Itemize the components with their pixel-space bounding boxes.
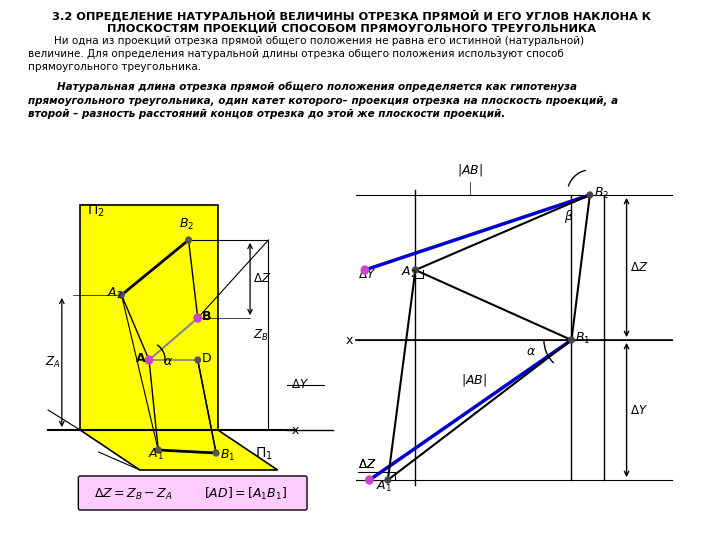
Text: D: D [202,352,211,365]
Text: $\Pi_1$: $\Pi_1$ [255,446,272,462]
Polygon shape [80,205,218,430]
Circle shape [195,357,200,363]
Text: $Z_A$: $Z_A$ [45,355,60,370]
Text: $\Delta Z$: $\Delta Z$ [253,273,271,286]
Text: $|AB|$: $|AB|$ [457,162,483,178]
Text: $B_1$: $B_1$ [220,448,235,463]
Circle shape [186,237,192,243]
Circle shape [366,476,373,484]
Text: $A_2$: $A_2$ [107,286,122,301]
Text: $Z_B$: $Z_B$ [253,328,269,343]
Text: $\Delta Y$: $\Delta Y$ [292,379,310,392]
Text: x: x [292,423,299,436]
Text: $B_1$: $B_1$ [575,330,590,346]
Text: $\Delta Z$: $\Delta Z$ [630,261,649,274]
Text: $\alpha$: $\alpha$ [163,355,173,368]
Text: B: B [202,309,211,322]
Text: $\Delta Z$: $\Delta Z$ [358,458,376,471]
Text: $\Delta Y$: $\Delta Y$ [630,403,648,416]
Text: $A_1$: $A_1$ [376,479,392,494]
Circle shape [385,477,390,483]
Text: $B_2$: $B_2$ [593,185,608,200]
Text: ПЛОСКОСТЯМ ПРОЕКЦИЙ СПОСОБОМ ПРЯМОУГОЛЬНОГО ТРЕУГОЛЬНИКА: ПЛОСКОСТЯМ ПРОЕКЦИЙ СПОСОБОМ ПРЯМОУГОЛЬН… [107,22,595,33]
Text: $\Delta Z=Z_B-Z_A$: $\Delta Z=Z_B-Z_A$ [94,487,173,502]
Circle shape [361,266,369,274]
Text: $|AB|$: $|AB|$ [462,372,487,388]
Text: $B_2$: $B_2$ [179,217,194,232]
Polygon shape [80,430,278,470]
Text: Натуральная длина отрезка прямой общего положения определяется как гипотенуза
пр: Натуральная длина отрезка прямой общего … [28,82,618,119]
Circle shape [413,267,418,273]
Text: $\beta$: $\beta$ [564,208,574,225]
Text: $A_2$: $A_2$ [400,265,416,280]
Text: $A_1$: $A_1$ [148,447,164,462]
Text: $\Pi_2$: $\Pi_2$ [86,203,104,219]
Text: $\alpha$: $\alpha$ [526,345,536,358]
Circle shape [119,292,125,298]
Text: 3.2 ОПРЕДЕЛЕНИЕ НАТУРАЛЬНОЙ ВЕЛИЧИНЫ ОТРЕЗКА ПРЯМОЙ И ЕГО УГЛОВ НАКЛОНА К: 3.2 ОПРЕДЕЛЕНИЕ НАТУРАЛЬНОЙ ВЕЛИЧИНЫ ОТР… [52,10,651,22]
Circle shape [194,314,202,322]
Circle shape [569,337,575,343]
Text: A: A [136,352,146,365]
Circle shape [213,450,219,456]
Text: x: x [346,334,353,347]
Text: Ни одна из проекций отрезка прямой общего положения не равна его истинной (натур: Ни одна из проекций отрезка прямой общег… [28,36,584,72]
Text: $[AD]=[A_1B_1]$: $[AD]=[A_1B_1]$ [204,486,287,502]
Text: $\Delta Z$: $\Delta Z$ [358,458,376,471]
Circle shape [156,447,161,453]
FancyBboxPatch shape [78,476,307,510]
Text: $\Delta Y$: $\Delta Y$ [358,268,376,281]
Circle shape [587,192,593,198]
Circle shape [145,356,153,364]
